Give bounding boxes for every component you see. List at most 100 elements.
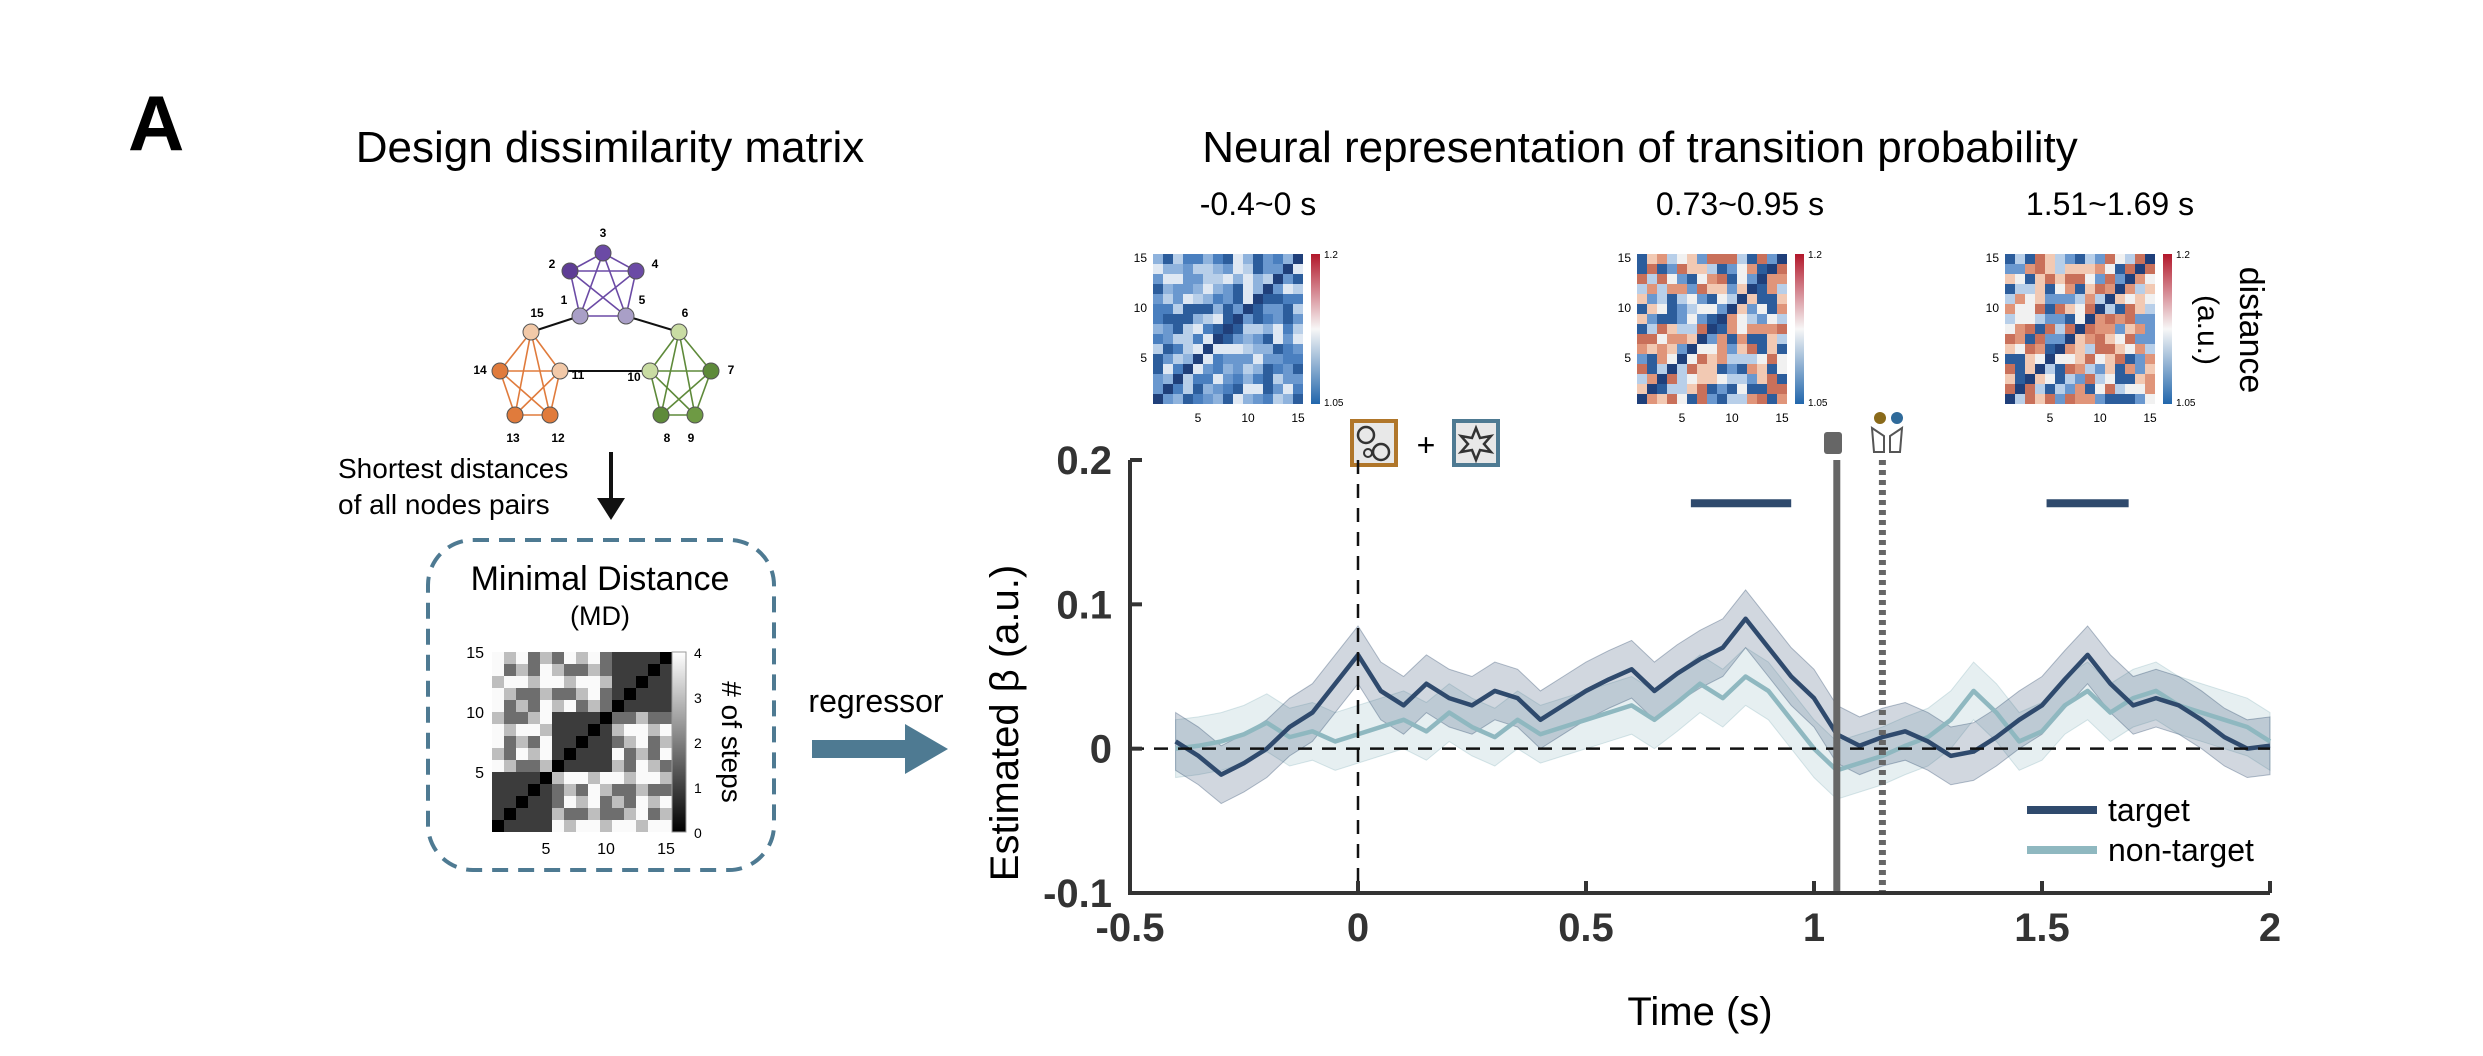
rdm-colorbar-min: 1.05: [1808, 398, 1828, 409]
rdm-xtick: 15: [2143, 411, 2157, 425]
md-box-subtitle: (MD): [570, 601, 630, 631]
graph-node-13: [506, 406, 524, 424]
md-colorbar-tick: 0: [694, 825, 702, 841]
x-tick-label: -0.5: [1096, 906, 1165, 950]
y-tick-label: 0.2: [1056, 439, 1112, 483]
graph-node-2: [561, 262, 579, 280]
graph-node-label: 13: [506, 431, 520, 445]
graph-node-1: [571, 307, 589, 325]
graph-node-label: 5: [639, 293, 646, 307]
ci-band-non-target: [1175, 647, 2271, 800]
graph-edge: [579, 270, 637, 317]
md-box: [426, 538, 776, 872]
graph-node-label: 7: [728, 363, 735, 377]
graph-node-label: 10: [627, 370, 641, 384]
rdm-colorbar-max: 1.2: [2176, 250, 2190, 261]
rdm-colorbar-max: 1.2: [1808, 250, 1822, 261]
graph-node-3: [594, 244, 612, 262]
md-colorbar-tick: 2: [694, 735, 702, 751]
feedback-marker-icon: [1824, 432, 1842, 454]
arrow-text-line2: of all nodes pairs: [338, 489, 550, 520]
right-title: Neural representation of transition prob…: [1202, 123, 2078, 172]
md-ytick: 10: [466, 705, 484, 722]
graph-node-label: 15: [530, 306, 544, 320]
graph-edge: [660, 370, 712, 416]
rdm-xtick: 5: [1679, 411, 1686, 425]
graph-edge: [514, 331, 532, 416]
rdm-ytick: 15: [1986, 251, 2000, 265]
distance-label: distance: [2232, 267, 2270, 394]
down-arrow-icon: [597, 452, 625, 520]
graph-node-label: 12: [551, 431, 565, 445]
graph-node-label: 2: [549, 257, 556, 271]
rdm-xtick: 10: [1725, 411, 1739, 425]
plus-sign: +: [1417, 427, 1436, 463]
graph-node-11: [551, 362, 569, 380]
rdm-window-label: -0.4~0 s: [1200, 186, 1317, 222]
graph-edge: [530, 331, 551, 416]
md-colorbar-tick: 4: [694, 645, 702, 661]
rdm-xtick: 10: [2093, 411, 2107, 425]
rdm-ytick: 5: [1140, 351, 1147, 365]
md-ytick: 15: [466, 645, 484, 662]
graph-edge: [602, 252, 627, 317]
md-colorbar-tick: 3: [694, 690, 702, 706]
regressor-arrow-icon: [812, 724, 948, 774]
x-axis-label: Time (s): [1627, 990, 1772, 1034]
graph-node-label: 1: [561, 293, 568, 307]
rdm-ytick: 10: [1618, 301, 1632, 315]
x-tick-label: 1.5: [2014, 906, 2070, 950]
graph-node-14: [491, 362, 509, 380]
md-xtick: 10: [597, 841, 615, 858]
rdm-xtick: 5: [2047, 411, 2054, 425]
regressor-label: regressor: [808, 683, 944, 719]
graph-node-5: [617, 307, 635, 325]
graph-node-label: 8: [664, 431, 671, 445]
graph-edge: [569, 270, 627, 317]
rdm-xtick: 15: [1291, 411, 1305, 425]
rdm-ytick: 5: [1992, 351, 1999, 365]
rdm-ytick: 5: [1624, 351, 1631, 365]
md-box-title: Minimal Distance: [471, 560, 730, 598]
y-tick-label: 0.1: [1056, 583, 1112, 627]
chart-legend: target non-target: [2027, 792, 2254, 868]
left-title: Design dissimilarity matrix: [356, 123, 865, 172]
legend-label-non-target: non-target: [2108, 832, 2254, 868]
rdm-colorbar-min: 1.05: [1324, 398, 1344, 409]
graph-edge: [678, 331, 696, 416]
stimulus-star-icon: [1452, 419, 1500, 467]
graph-node-label: 4: [652, 257, 659, 271]
graph-node-12: [541, 406, 559, 424]
x-tick-label: 1: [1803, 906, 1825, 950]
md-colorbar-label: # of steps: [716, 681, 747, 802]
graph-node-label: 3: [600, 226, 607, 240]
rdm-ytick: 10: [1134, 301, 1148, 315]
md-ytick: 5: [475, 765, 484, 782]
md-xtick: 5: [542, 841, 551, 858]
graph-node-10: [641, 362, 659, 380]
legend-label-target: target: [2108, 792, 2190, 828]
rdm-colorbar-max: 1.2: [1324, 250, 1338, 261]
ci-band-target: [1175, 589, 2271, 805]
panel-label: A: [128, 79, 184, 167]
graph-edge: [660, 331, 680, 416]
rdm-ytick: 15: [1134, 251, 1148, 265]
y-tick-label: -0.1: [1043, 872, 1112, 916]
graph-edge: [649, 370, 696, 416]
button-press-hands-icon: [1870, 412, 1904, 453]
stimulus-circles-icon: [1350, 419, 1398, 467]
graph-node-label: 14: [473, 363, 487, 377]
arrow-text-line1: Shortest distances: [338, 453, 568, 484]
y-axis-label: Estimated β (a.u.): [983, 565, 1027, 881]
graph-node-8: [652, 406, 670, 424]
rdm-window-label: 1.51~1.69 s: [2026, 186, 2194, 222]
x-tick-label: 0.5: [1558, 906, 1614, 950]
graph-node-label: 6: [682, 306, 689, 320]
rdm-ytick: 15: [1618, 251, 1632, 265]
md-colorbar-tick: 1: [694, 780, 702, 796]
graph-node-6: [670, 323, 688, 341]
graph-bridge-edge: [625, 315, 680, 333]
rdm-colorbar-min: 1.05: [2176, 398, 2196, 409]
